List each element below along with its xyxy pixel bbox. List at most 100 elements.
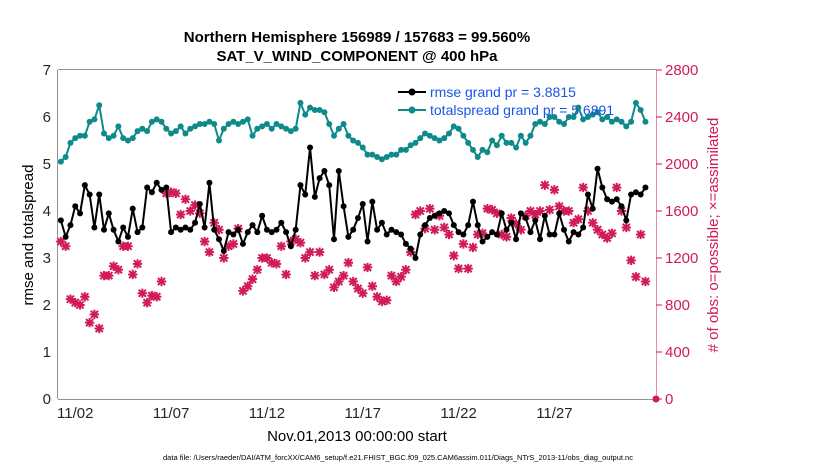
- obs-marker: [204, 247, 215, 257]
- obs-marker: [257, 253, 267, 263]
- totalspread-point: [345, 132, 352, 139]
- rmse-point: [311, 193, 318, 200]
- rmse-point: [465, 222, 472, 229]
- obs-marker: [588, 218, 598, 228]
- x-tick-label: 11/02: [57, 405, 93, 422]
- obs-marker: [338, 270, 349, 281]
- obs-marker: [377, 296, 387, 307]
- totalspread-point: [326, 121, 333, 128]
- rmse-point: [517, 210, 524, 217]
- obs-marker: [420, 223, 430, 234]
- y-tick-label: 4: [43, 203, 51, 220]
- rmse-point: [139, 224, 146, 231]
- rmse-point: [618, 203, 625, 210]
- obs-marker: [367, 281, 378, 291]
- totalspread-point: [374, 153, 381, 160]
- totalspread-point: [369, 151, 376, 158]
- totalspread-point: [556, 118, 563, 125]
- rmse-point: [292, 226, 299, 233]
- rmse-point: [565, 238, 572, 245]
- obs-marker: [449, 250, 459, 261]
- totalspread-point: [196, 121, 203, 128]
- totalspread-point: [546, 114, 553, 120]
- totalspread-point: [96, 102, 103, 109]
- rmse-point: [278, 219, 285, 226]
- totalspread-point: [239, 118, 246, 125]
- y2-tick-label: 400: [665, 344, 690, 361]
- rmse-point: [57, 217, 64, 224]
- totalspread-point: [321, 109, 328, 116]
- totalspread-point: [628, 118, 635, 125]
- rmse-point: [96, 191, 103, 198]
- obs-marker: [549, 185, 560, 195]
- totalspread-point: [311, 106, 318, 113]
- totalspread-point: [273, 121, 280, 128]
- obs-marker: [559, 206, 569, 216]
- totalspread-point: [101, 130, 107, 137]
- obs-marker: [444, 229, 454, 240]
- obs-marker: [535, 206, 545, 216]
- obs-marker: [199, 236, 210, 247]
- obs-marker: [391, 276, 401, 287]
- totalspread-point: [532, 121, 539, 128]
- rmse-point: [62, 233, 69, 240]
- obs-marker: [195, 208, 205, 219]
- totalspread-point: [431, 135, 438, 142]
- rmse-point: [436, 210, 443, 217]
- obs-marker: [247, 274, 258, 284]
- legend-rmse-marker: [408, 88, 416, 96]
- rmse-point: [407, 245, 414, 252]
- obs-marker: [477, 228, 488, 239]
- obs-marker: [65, 294, 76, 304]
- rmse-point: [326, 182, 333, 189]
- rmse-point: [479, 238, 486, 245]
- rmse-point: [144, 184, 151, 191]
- rmse-point: [402, 240, 409, 247]
- obs-marker-end: [652, 395, 660, 403]
- obs-marker: [180, 194, 191, 204]
- totalspread-point: [608, 118, 615, 125]
- totalspread-point: [613, 116, 620, 123]
- totalspread-point: [565, 114, 572, 120]
- obs-marker: [607, 228, 617, 239]
- rmse-point: [216, 236, 222, 243]
- totalspread-point: [220, 125, 227, 132]
- totalspread-point: [187, 125, 194, 132]
- totalspread-point: [177, 123, 184, 130]
- totalspread-point: [62, 153, 69, 160]
- rmse-point: [460, 231, 467, 238]
- rmse-point: [551, 231, 558, 238]
- rmse-point: [623, 217, 630, 224]
- rmse-point: [91, 224, 98, 231]
- obs-marker: [425, 203, 435, 214]
- rmse-point: [393, 229, 400, 236]
- obs-marker: [319, 269, 330, 280]
- totalspread-point: [522, 139, 529, 146]
- totalspread-point: [120, 135, 127, 142]
- rmse-point: [584, 191, 591, 198]
- obs-marker: [128, 269, 138, 280]
- rmse-point: [259, 212, 266, 219]
- obs-marker: [94, 323, 104, 334]
- obs-marker: [482, 203, 493, 214]
- totalspread-point: [148, 118, 155, 125]
- totalspread-point: [446, 130, 452, 137]
- y2-tick-label: 0: [665, 391, 673, 408]
- y-axis-label: rmse and totalspread: [20, 165, 37, 306]
- obs-marker: [635, 229, 646, 240]
- obs-marker: [343, 258, 354, 268]
- obs-marker: [156, 276, 167, 287]
- obs-marker: [415, 206, 425, 216]
- totalspread-point: [168, 130, 175, 137]
- rmse-point: [345, 233, 352, 240]
- rmse-point: [364, 238, 371, 245]
- rmse-point: [489, 229, 496, 236]
- totalspread-point: [561, 121, 567, 128]
- rmse-point: [441, 208, 448, 214]
- rmse-point: [211, 226, 218, 233]
- obs-marker: [525, 206, 536, 216]
- obs-marker: [540, 180, 550, 190]
- totalspread-point: [503, 139, 510, 146]
- rmse-point: [129, 205, 136, 212]
- obs-marker: [108, 261, 119, 271]
